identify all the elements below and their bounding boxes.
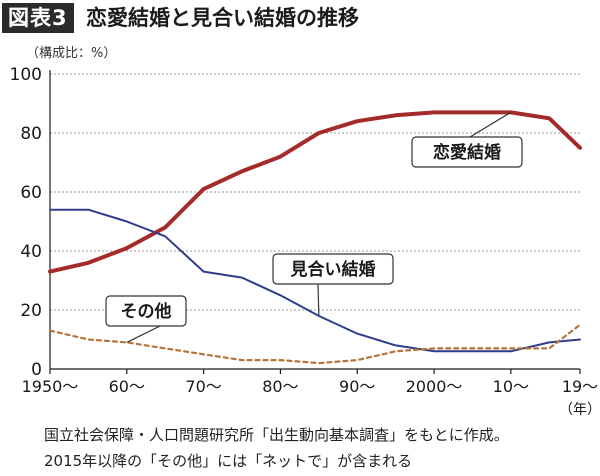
y-tick-label: 80 bbox=[20, 124, 42, 144]
figure-number-badge: 図表3 bbox=[2, 3, 74, 33]
series-label: 見合い結婚 bbox=[290, 259, 376, 280]
y-tick-label: 100 bbox=[10, 65, 42, 85]
callout-leader-line bbox=[317, 283, 320, 316]
x-tick-label: 1950〜 bbox=[22, 377, 79, 396]
x-tick-label: 2000〜 bbox=[406, 377, 463, 396]
figure-title: 恋愛結婚と見合い結婚の推移 bbox=[86, 6, 359, 30]
y-tick-label: 40 bbox=[20, 242, 42, 262]
callout-box bbox=[411, 136, 523, 168]
callout-leader-line bbox=[469, 111, 512, 138]
x-tick-label: 80〜 bbox=[262, 377, 298, 396]
x-tick-label: 19〜 bbox=[562, 377, 598, 396]
series-label: 恋愛結婚 bbox=[433, 142, 501, 163]
y-tick-label: 60 bbox=[20, 183, 42, 203]
x-tick-label: 10〜 bbox=[493, 377, 529, 396]
line-chart: 0 20 40 60 80 100 1950〜 60〜 70〜 80〜 90〜 2000〜 10〜 19〜… bbox=[10, 65, 600, 418]
series-label: その他 bbox=[121, 301, 172, 322]
callout-box bbox=[272, 253, 394, 285]
y-tick-label: 0 bbox=[31, 360, 42, 380]
source-note: 国立社会保障・人口問題研究所「出生動向基本調査」をもとに作成。 bbox=[44, 426, 509, 444]
x-tick-label: 90〜 bbox=[339, 377, 375, 396]
callout-box bbox=[105, 295, 187, 327]
series-line bbox=[48, 110, 582, 274]
y-tick-label: 20 bbox=[20, 301, 42, 321]
x-tick-label: 70〜 bbox=[185, 377, 221, 396]
x-axis-unit-label: （年） bbox=[559, 402, 600, 418]
y-axis-unit-label: （構成比：%） bbox=[26, 46, 117, 61]
figure-header: 図表3 恋愛結婚と見合い結婚の推移 bbox=[0, 0, 600, 38]
footnote: 2015年以降の「その他」には「ネットで」が含まれる bbox=[44, 452, 413, 470]
x-tick-label: 60〜 bbox=[109, 377, 145, 396]
series-line bbox=[48, 323, 582, 365]
callout-leader-line bbox=[126, 325, 161, 343]
